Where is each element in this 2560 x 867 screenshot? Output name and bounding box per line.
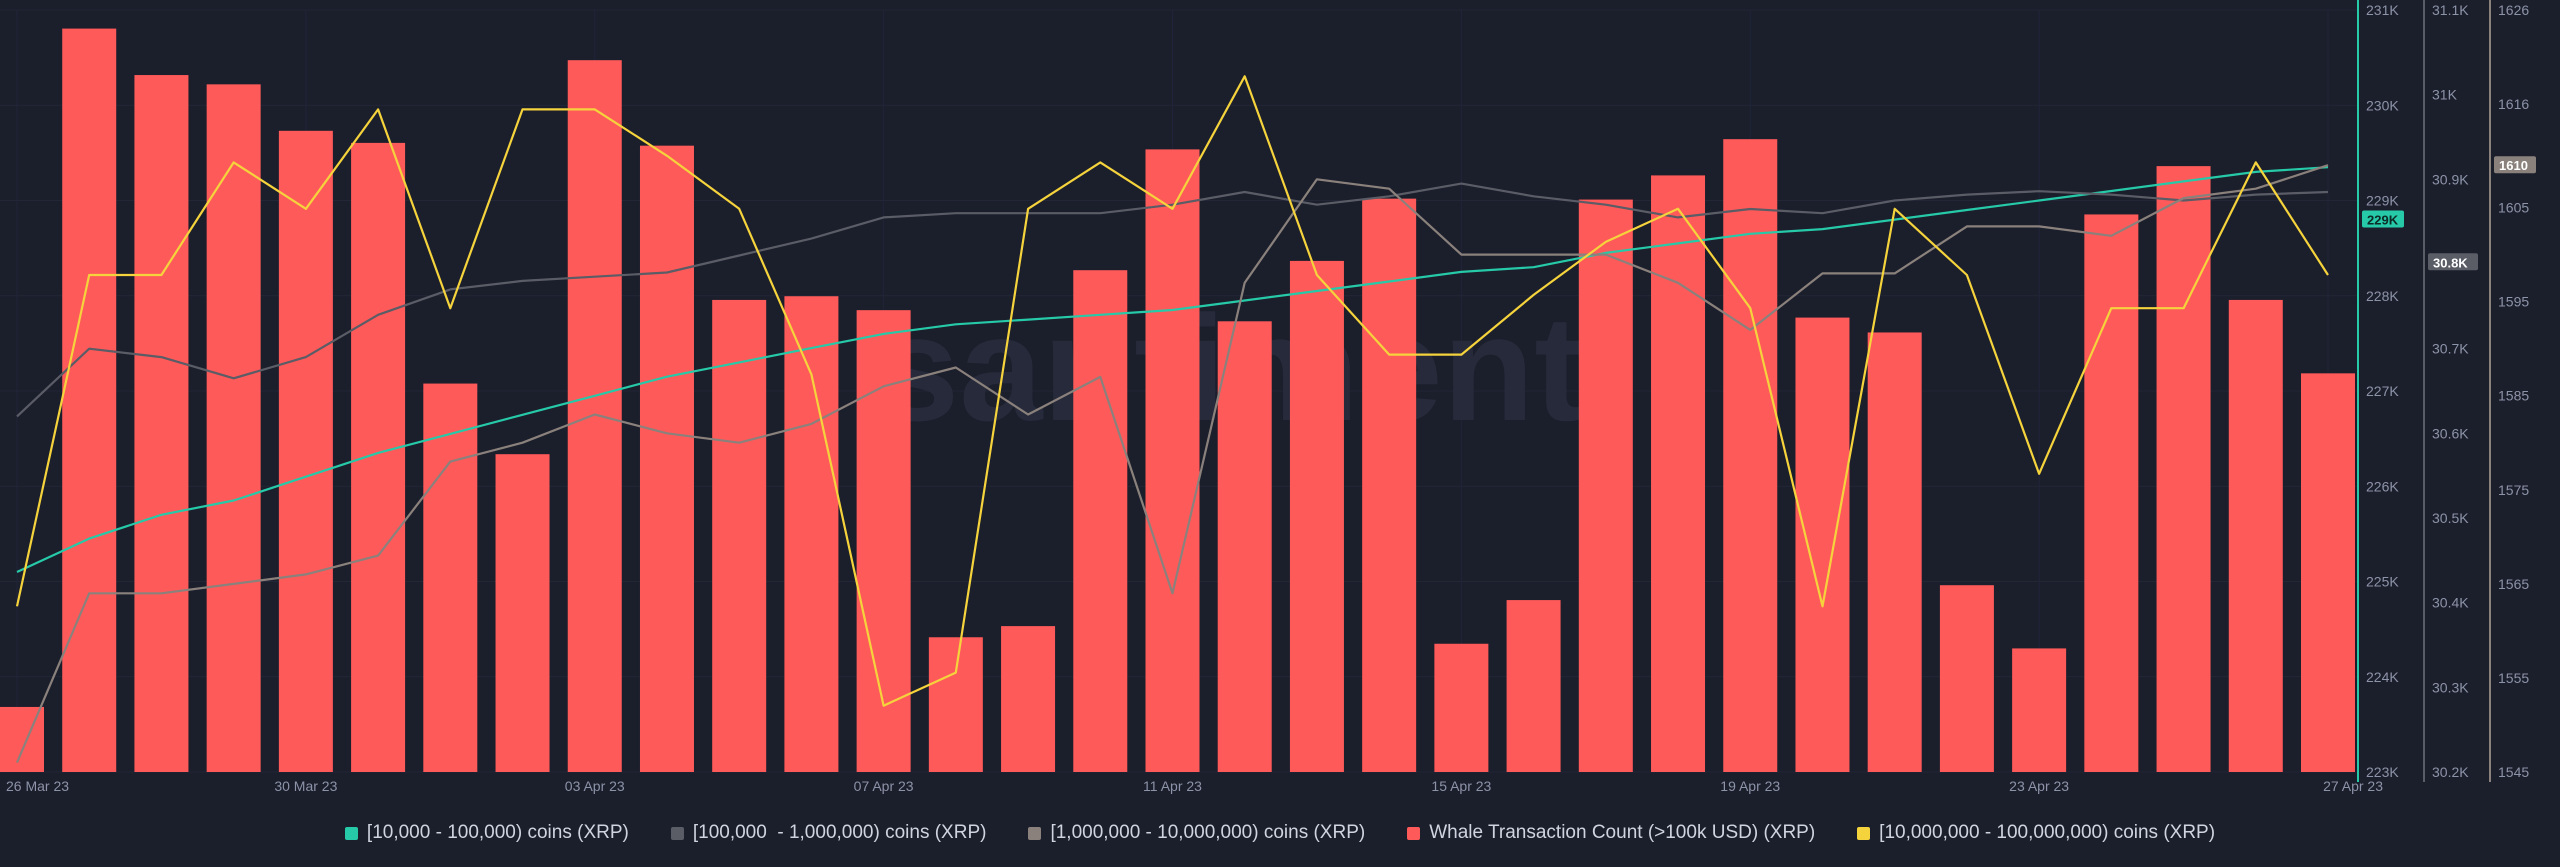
whale-transaction-bar [1578, 199, 1633, 772]
y-tick-label: 230K [2366, 97, 2399, 113]
y-tick-label: 227K [2366, 383, 2399, 399]
x-tick-label: 27 Apr 23 [2323, 778, 2383, 794]
x-tick-label: 11 Apr 23 [1143, 778, 1202, 794]
whale-transaction-bar [1506, 600, 1561, 772]
whale-transaction-bar [639, 145, 694, 773]
whale-transaction-bar [1217, 321, 1272, 772]
y-tick-label: 231K [2366, 2, 2399, 18]
y-tick-label: 30.7K [2432, 341, 2469, 357]
y-axes: 223K 224K 225K 226K 227K 228K 229K 230K 231K 229K… [2357, 0, 2536, 782]
y-tick-label: 1585 [2498, 388, 2529, 404]
whale-transaction-bar [2156, 166, 2211, 773]
y-tick-label: 1545 [2498, 764, 2529, 780]
y-tick-label: 31K [2432, 87, 2458, 103]
x-tick-label: 07 Apr 23 [854, 778, 914, 794]
whale-transaction-bar [1723, 139, 1778, 773]
whale-transaction-bar [1001, 626, 1056, 772]
current-value-label: 229K [2367, 213, 2399, 228]
legend-swatch [1028, 826, 1042, 840]
legend-swatch [1857, 826, 1871, 840]
y-tick-label: 225K [2366, 574, 2399, 590]
y-tick-label: 1626 [2498, 2, 2529, 18]
y-tick-label: 229K [2366, 193, 2399, 209]
bar-series [0, 28, 2355, 773]
y-tick-label: 223K [2366, 764, 2399, 780]
y-tick-label: 31.1K [2432, 2, 2469, 18]
whale-transaction-bar [1939, 585, 1994, 772]
whale-transaction-bar [567, 60, 622, 773]
y-tick-label: 30.3K [2432, 679, 2469, 695]
whale-transaction-bar [62, 28, 117, 772]
legend-item[interactable]: [1,000,000 - 10,000,000) coins (XRP) [1028, 822, 1365, 844]
y-tick-label: 30.6K [2432, 425, 2469, 441]
legend-item[interactable]: [10,000,000 - 100,000,000) coins (XRP) [1857, 822, 2215, 844]
y-tick-label: 226K [2366, 478, 2399, 494]
y-tick-label: 228K [2366, 288, 2399, 304]
whale-transaction-bar [1867, 332, 1922, 772]
whale-transaction-bar [134, 75, 189, 773]
y-tick-label: 1565 [2498, 576, 2529, 592]
legend: [10,000 - 100,000) coins (XRP) [100,000 -… [0, 818, 2560, 848]
line-series-path [15, 164, 2329, 764]
current-value-badge [2362, 210, 2404, 228]
legend-label: [1,000,000 - 10,000,000) coins (XRP) [1050, 822, 1366, 843]
x-tick-label: 03 Apr 23 [565, 778, 625, 794]
legend-label: Whale Transaction Count (>100k USD) (XRP… [1429, 822, 1816, 843]
whale-transaction-bar [351, 142, 406, 772]
legend-swatch [344, 826, 358, 840]
current-value-label: 1610 [2499, 158, 2528, 173]
whale-transaction-bar [1362, 198, 1417, 772]
y-tick-label: 1555 [2498, 670, 2529, 686]
whale-transaction-bar [278, 130, 333, 772]
legend-item[interactable]: [10,000 - 100,000) coins (XRP) [344, 822, 629, 844]
legend-item[interactable]: [100,000 - 1,000,000) coins (XRP) [670, 822, 987, 844]
whale-transaction-bar [2228, 299, 2283, 772]
whale-transaction-bar [495, 454, 550, 772]
current-value-label: 30.8K [2433, 255, 2468, 270]
x-tick-label: 26 Mar 23 [6, 778, 69, 794]
legend-label: [10,000,000 - 100,000,000) coins (XRP) [1879, 822, 2216, 843]
whale-transaction-bar [784, 296, 839, 772]
x-axis: 26 Mar 23 30 Mar 23 03 Apr 23 07 Apr 23 11 A… [6, 778, 2383, 794]
y-tick-label: 1575 [2498, 482, 2529, 498]
line-series-path [16, 166, 2329, 573]
legend-swatch [1407, 826, 1421, 840]
current-value-badge [2428, 253, 2478, 271]
whale-transaction-bar [1434, 643, 1489, 772]
y-tick-label: 224K [2366, 669, 2399, 685]
y-tick-label: 30.4K [2432, 595, 2469, 611]
line-series [15, 75, 2329, 764]
whale-transaction-bar [1651, 175, 1706, 772]
whale-transaction-bar [1795, 317, 1850, 772]
legend-label: [10,000 - 100,000) coins (XRP) [366, 822, 629, 843]
whale-transaction-bar [1289, 260, 1344, 772]
whale-transaction-bar [423, 383, 478, 772]
whale-transaction-bar [2301, 373, 2355, 772]
y-tick-label: 1595 [2498, 294, 2529, 310]
line-series-path [16, 182, 2329, 418]
whale-transaction-bar [1073, 270, 1128, 772]
y-tick-label: 30.5K [2432, 510, 2469, 526]
y-tick-label: 1605 [2498, 200, 2529, 216]
whale-transaction-bar [712, 299, 767, 772]
legend-swatch [670, 826, 684, 840]
line-series-path [15, 75, 2329, 707]
whale-transaction-bar [2084, 214, 2139, 772]
x-tick-label: 19 Apr 23 [1720, 778, 1780, 794]
y-tick-label: 30.2K [2432, 764, 2469, 780]
x-tick-label: 15 Apr 23 [1431, 778, 1491, 794]
whale-transaction-bar [2012, 648, 2067, 772]
whale-transaction-bar [928, 637, 983, 772]
whale-transaction-bar [1145, 149, 1200, 772]
legend-label: [100,000 - 1,000,000) coins (XRP) [692, 822, 987, 843]
legend-item[interactable]: Whale Transaction Count (>100k USD) (XRP… [1407, 822, 1815, 844]
current-value-badge [2494, 156, 2536, 174]
y-tick-label: 1616 [2498, 96, 2529, 112]
x-tick-label: 30 Mar 23 [274, 778, 337, 794]
x-tick-label: 23 Apr 23 [2009, 778, 2069, 794]
y-tick-label: 30.9K [2432, 171, 2469, 187]
whale-transaction-bar [206, 84, 261, 773]
